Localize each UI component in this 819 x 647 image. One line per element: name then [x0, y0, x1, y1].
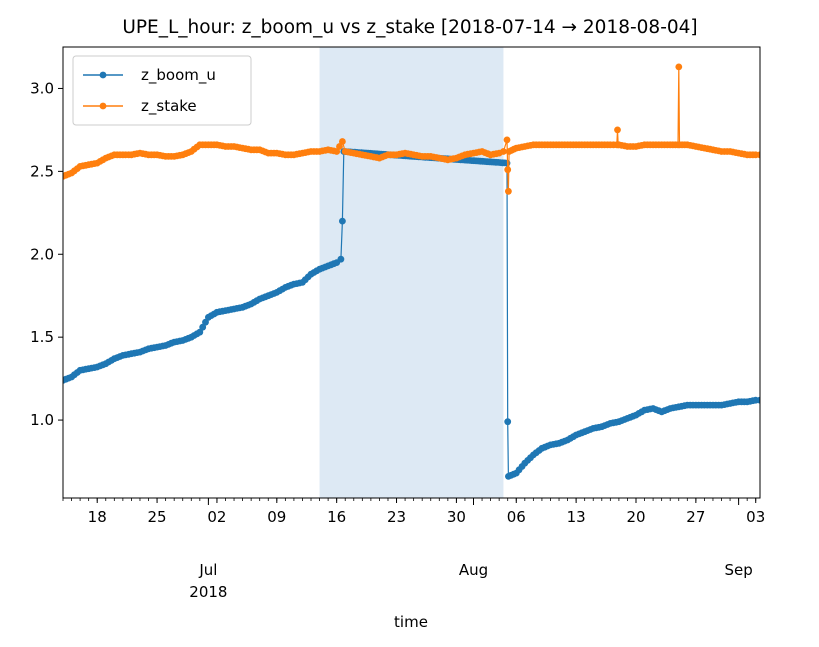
plot-frame	[62, 46, 761, 499]
y-tick-label: 2.5	[30, 162, 54, 180]
y-tick-label: 1.0	[30, 411, 54, 429]
data-point	[675, 63, 683, 71]
legend-label: z_stake	[141, 97, 197, 116]
data-point	[202, 318, 209, 326]
legend-marker	[99, 71, 107, 79]
data-point	[196, 328, 204, 336]
x-tick-label: 23	[387, 508, 406, 526]
x-axis-label: time	[394, 613, 428, 631]
x-tick-label: 30	[447, 508, 466, 526]
data-point	[756, 396, 760, 404]
x-month-label: Sep	[724, 561, 752, 579]
x-tick-label: 25	[148, 508, 167, 526]
data-point	[333, 148, 341, 155]
chart-title: UPE_L_hour: z_boom_u vs z_stake [2018-07…	[122, 17, 697, 38]
data-point	[505, 187, 512, 195]
x-tick-label: 20	[626, 508, 645, 526]
x-tick-label: 02	[207, 508, 226, 526]
x-axis: 18 25 02 09 16 23 30 06 13 20 27 03 Jul 2018 Aug Sep	[62, 498, 765, 601]
x-tick-label: 06	[507, 508, 526, 526]
series-layer	[63, 63, 760, 480]
x-month-label: Aug	[459, 561, 488, 579]
x-tick-label: 18	[88, 508, 107, 526]
y-tick-label: 1.5	[30, 328, 54, 346]
data-point	[504, 418, 512, 426]
data-point	[504, 166, 512, 174]
x-tick-label: 27	[686, 508, 705, 526]
data-point	[614, 126, 621, 134]
data-point	[199, 323, 207, 331]
data-point	[337, 255, 345, 263]
legend-item-z_stake: z_stake	[83, 97, 197, 116]
data-point	[339, 138, 346, 145]
data-point	[503, 136, 511, 144]
y-axis: 1.0 1.5 2.0 2.5 3.0	[30, 79, 63, 429]
x-month-label: Jul	[198, 561, 217, 579]
data-point	[500, 148, 507, 155]
x-tick-label: 13	[567, 508, 586, 526]
x-year-label: 2018	[189, 583, 227, 601]
legend-marker	[99, 102, 107, 110]
legend-label: z_boom_u	[141, 66, 216, 85]
x-tick-label: 16	[327, 508, 346, 526]
highlight-span	[319, 47, 504, 498]
series-z_stake	[63, 63, 760, 195]
data-point	[339, 217, 346, 225]
legend: z_boom_u z_stake	[72, 55, 252, 126]
highlight-span-layer	[319, 47, 504, 498]
legend-box	[72, 55, 252, 126]
x-tick-label: 03	[746, 508, 765, 526]
data-point	[756, 151, 760, 159]
y-tick-label: 3.0	[30, 79, 54, 97]
x-tick-label: 09	[267, 508, 286, 526]
data-point	[336, 143, 343, 150]
y-tick-label: 2.0	[30, 245, 54, 263]
legend-item-z_boom_u: z_boom_u	[83, 66, 216, 85]
